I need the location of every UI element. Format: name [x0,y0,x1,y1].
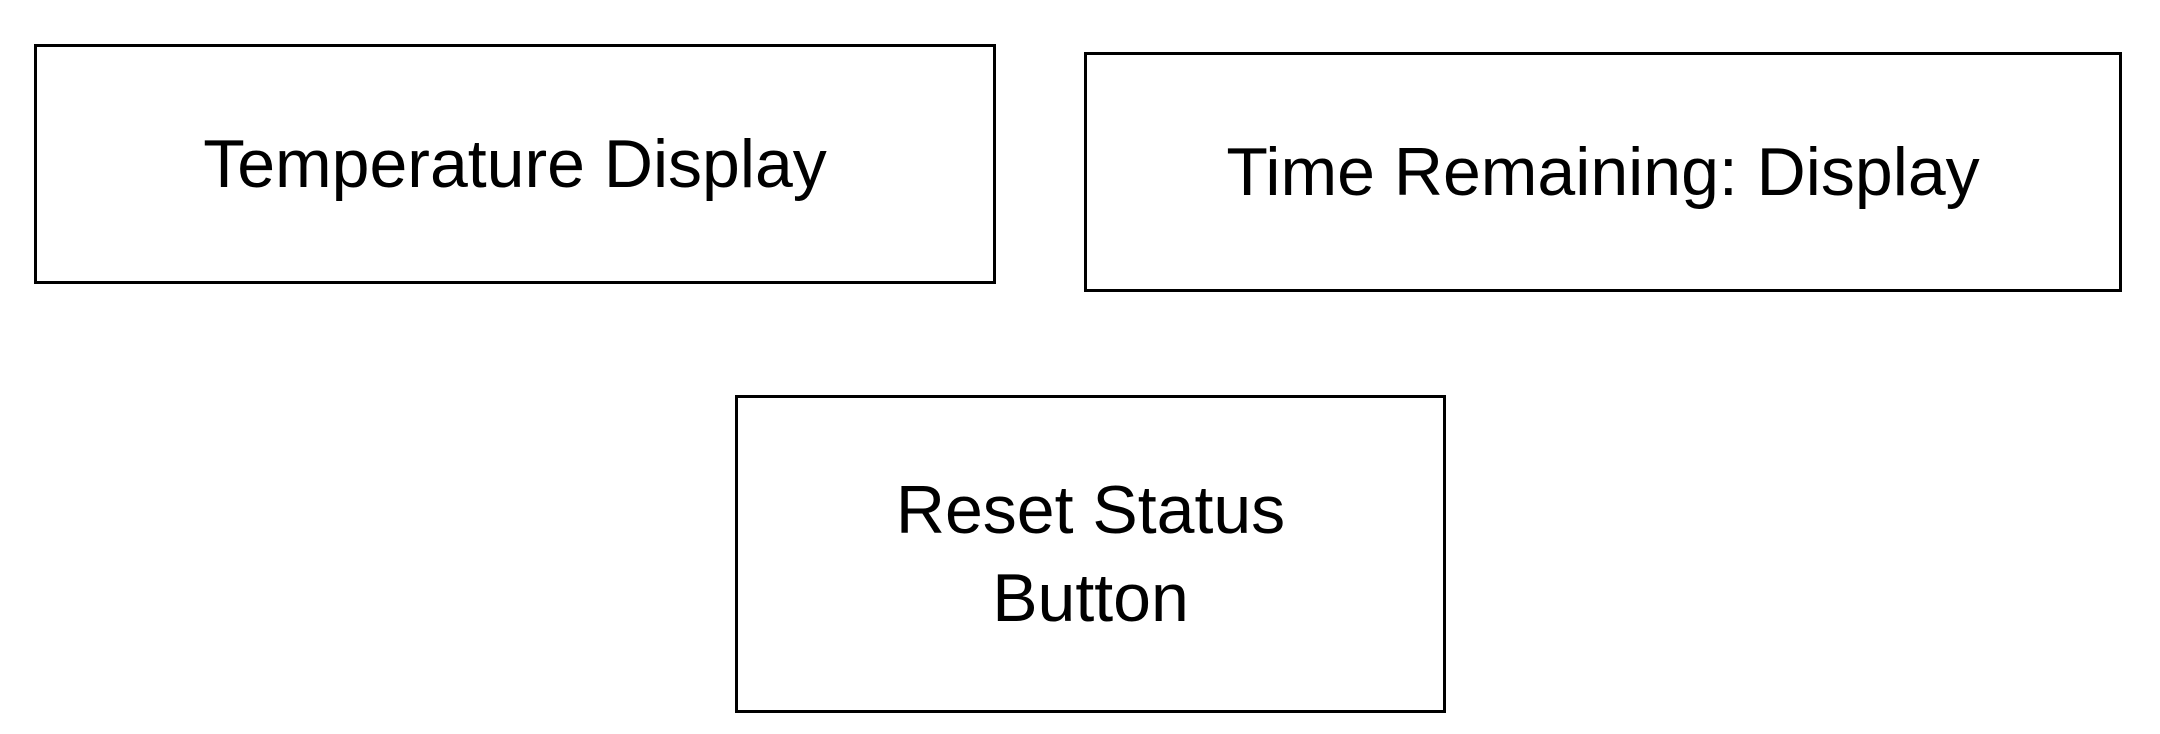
reset-status-button-label-line-1: Reset Status [895,471,1286,548]
temperature-display-label: Temperature Display [203,125,827,202]
time-remaining-display: Time Remaining: Display [1084,52,2122,292]
reset-status-button[interactable]: Reset Status Button [735,395,1446,713]
reset-status-button-label-line-2: Button [992,560,1189,636]
time-remaining-display-label: Time Remaining: Display [1226,133,1980,210]
temperature-display: Temperature Display [34,44,996,284]
reset-status-button-label: Reset Status Button [896,466,1285,643]
